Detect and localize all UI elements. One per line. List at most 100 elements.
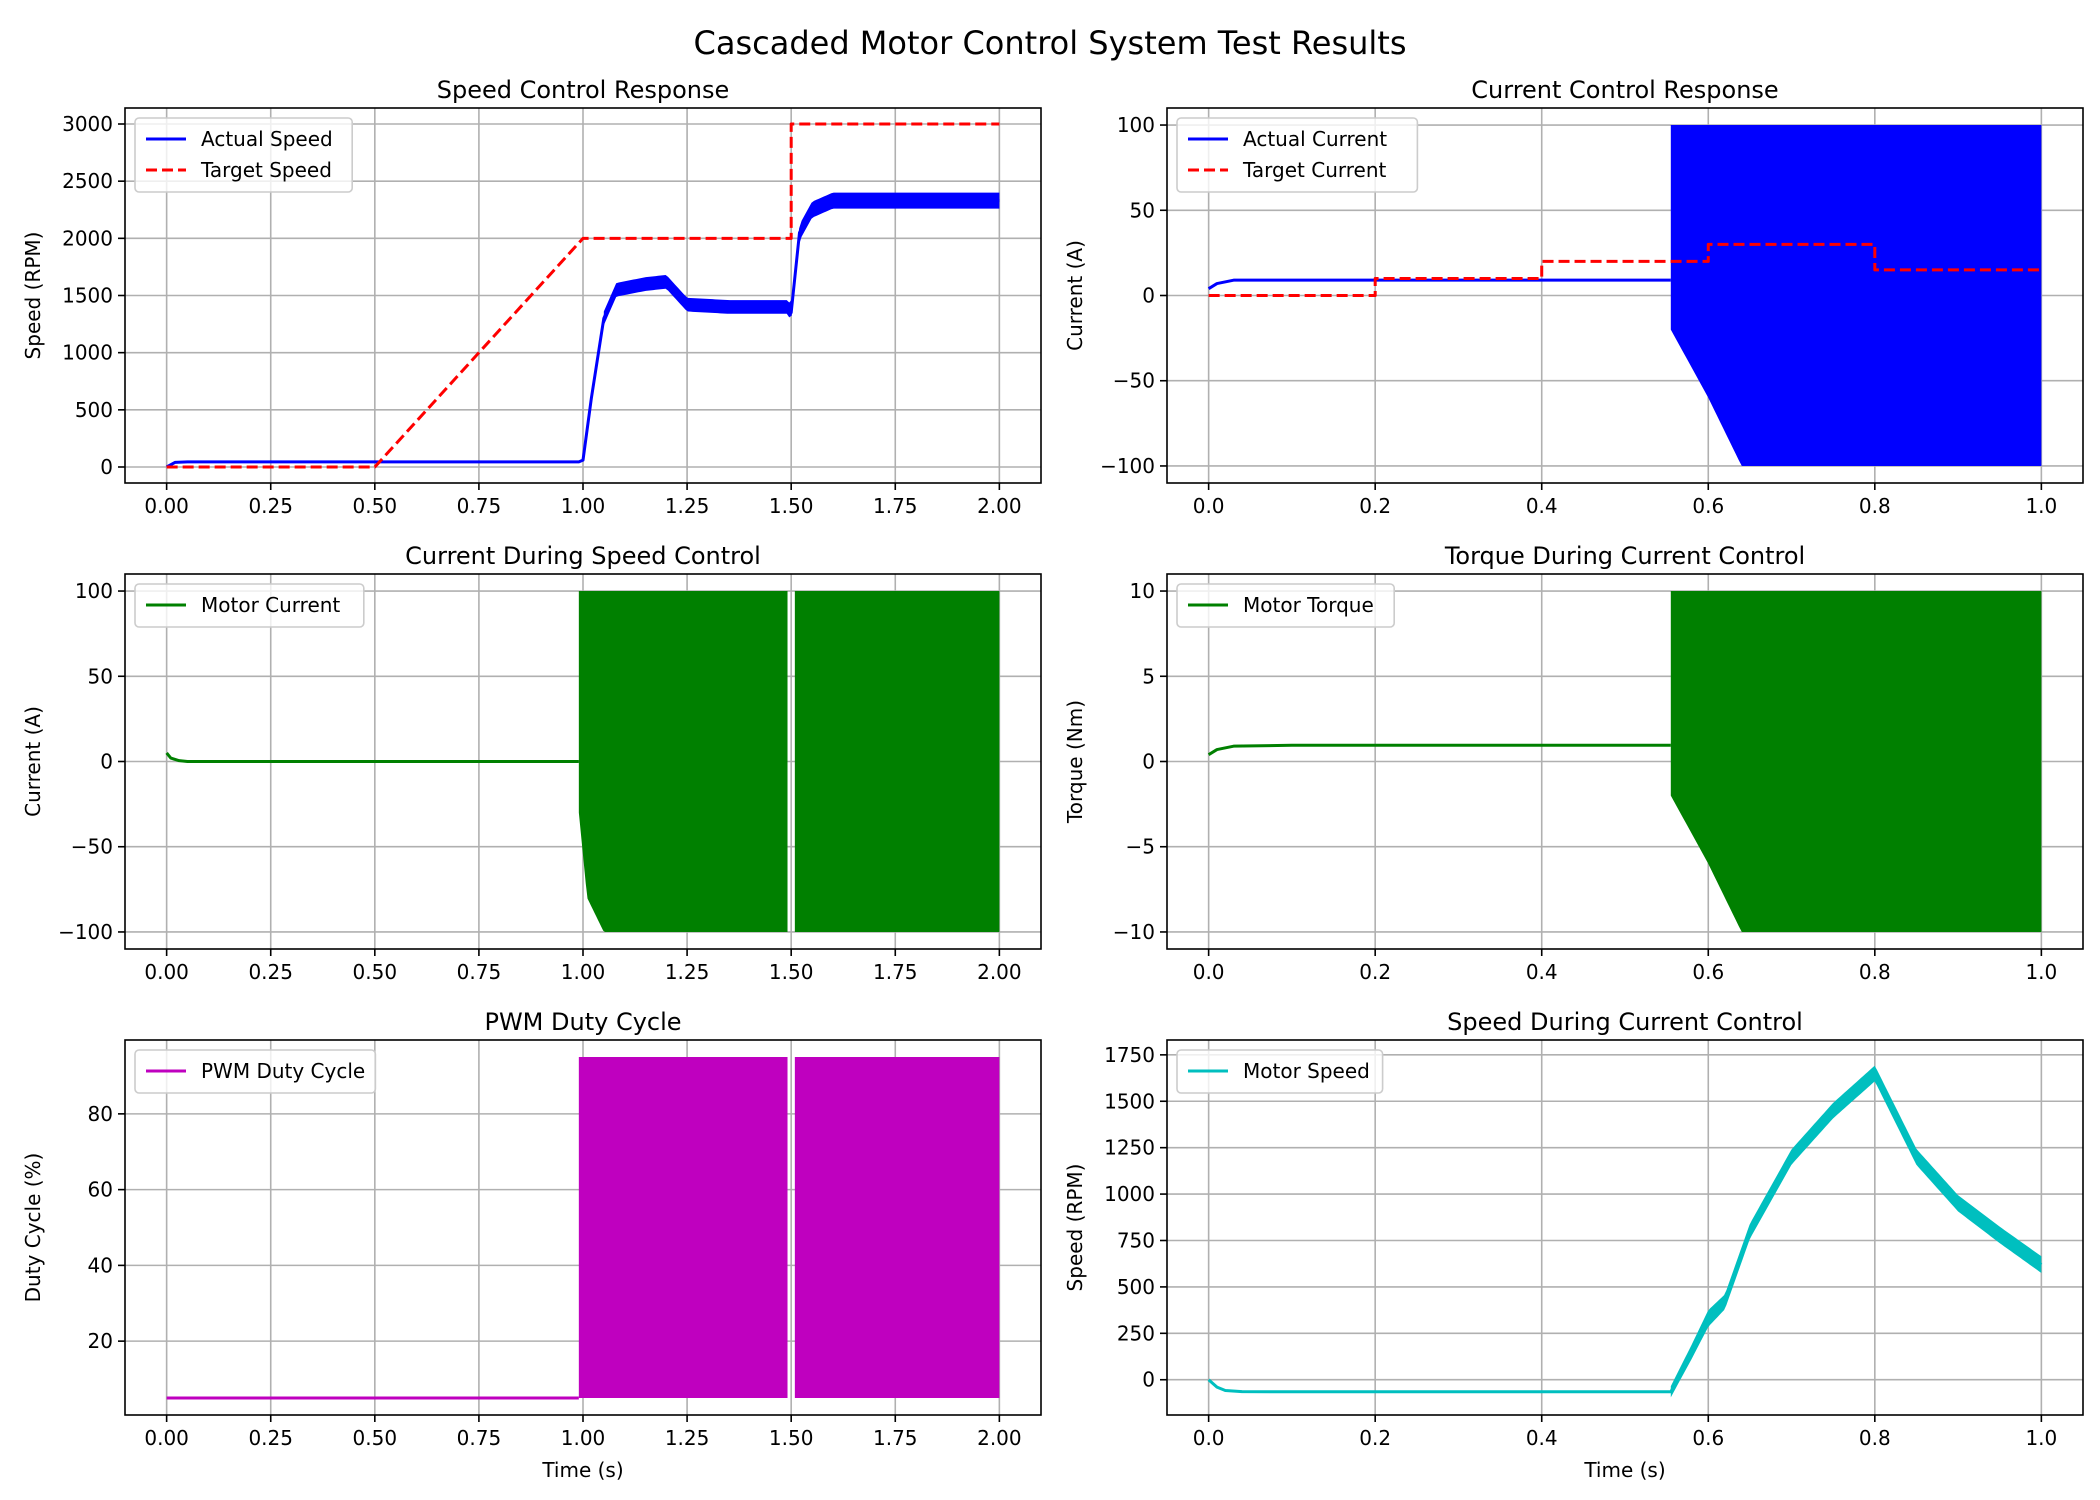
x-tick-label: 1.0 — [2025, 960, 2057, 984]
y-tick-label: 100 — [1117, 113, 1155, 137]
x-axis-label: Time (s) — [1583, 1458, 1665, 1482]
series-line — [1207, 278, 1671, 290]
panel-title: Torque During Current Control — [1444, 542, 1805, 570]
x-tick-label: 0.75 — [457, 494, 502, 518]
x-tick-label: 0.25 — [248, 1426, 293, 1450]
y-axis-label: Duty Cycle (%) — [21, 1153, 45, 1303]
y-tick-label: 1000 — [62, 341, 113, 365]
series-target-speed — [166, 122, 1000, 469]
y-tick-label: 0 — [1142, 750, 1155, 774]
y-tick-label: 500 — [75, 398, 113, 422]
x-tick-label: 0.00 — [144, 494, 189, 518]
x-tick-label: 0.8 — [1859, 1426, 1891, 1450]
y-axis-label: Speed (RPM) — [21, 232, 45, 360]
y-tick-label: 3000 — [62, 112, 113, 136]
x-tick-label: 1.50 — [769, 1426, 814, 1450]
x-tick-label: 0.8 — [1859, 960, 1891, 984]
y-tick-label: −50 — [71, 835, 113, 859]
x-tick-label: 1.25 — [665, 960, 710, 984]
legend-box — [134, 117, 353, 193]
y-axis-label: Current (A) — [21, 706, 45, 817]
y-tick-label: 1500 — [1104, 1089, 1155, 1113]
panel-current_control: 0.0 0.2 0.4 0.6 0.8 1.0 −100 −50 0 50 100 Current C… — [1063, 76, 2084, 518]
series-oscillation-fill — [578, 591, 788, 932]
x-tick-label: 1.50 — [769, 494, 814, 518]
x-tick-label: 0.75 — [457, 1426, 502, 1450]
x-tick-label: 0.2 — [1359, 1426, 1391, 1450]
x-tick-label: 2.00 — [977, 494, 1022, 518]
y-tick-label: 20 — [88, 1329, 113, 1353]
x-tick-label: 1.25 — [665, 494, 710, 518]
x-tick-label: 0.6 — [1692, 1426, 1724, 1450]
legend-label: PWM Duty Cycle — [201, 1059, 365, 1083]
series-actual-current — [1207, 125, 2042, 466]
legend-box — [1176, 583, 1395, 628]
x-tick-label: 2.00 — [977, 1426, 1022, 1450]
series-line — [1207, 1071, 2043, 1394]
legend-label: Motor Speed — [1243, 1059, 1370, 1083]
x-tick-label: 0.6 — [1692, 494, 1724, 518]
legend-box — [1176, 117, 1419, 193]
y-tick-label: 2000 — [62, 226, 113, 250]
series-oscillation-fill — [794, 591, 1000, 932]
y-tick-label: 50 — [88, 664, 113, 688]
x-tick-label: 1.00 — [561, 1426, 606, 1450]
series-noise-band — [1670, 1065, 2042, 1398]
series-motor-speed — [1207, 1065, 2043, 1398]
x-tick-label: 1.25 — [665, 1426, 710, 1450]
x-tick-label: 1.50 — [769, 960, 814, 984]
x-tick-label: 1.75 — [873, 1426, 918, 1450]
legend: Motor Current — [134, 583, 365, 628]
x-tick-label: 0.4 — [1526, 1426, 1558, 1450]
x-tick-label: 0.25 — [248, 494, 293, 518]
x-tick-label: 0.2 — [1359, 960, 1391, 984]
y-tick-label: 2500 — [62, 169, 113, 193]
series-actual-speed — [165, 192, 1000, 469]
legend-label: Actual Speed — [201, 127, 333, 151]
x-tick-label: 1.75 — [873, 494, 918, 518]
x-tick-label: 0.50 — [353, 1426, 398, 1450]
panel-torque_current_control: 0.0 0.2 0.4 0.6 0.8 1.0 −10 −5 0 5 10 Torque During… — [1063, 542, 2084, 984]
y-tick-label: −50 — [1113, 369, 1155, 393]
y-tick-label: 60 — [88, 1178, 113, 1202]
panel-title: Speed During Current Control — [1447, 1008, 1803, 1036]
y-tick-label: 750 — [1117, 1228, 1155, 1252]
y-tick-label: 0 — [100, 455, 113, 479]
panel-pwm_duty: 0.00 0.25 0.50 0.75 1.00 1.25 1.50 1.75 2.00 20 40… — [21, 1008, 1042, 1482]
x-tick-label: 2.00 — [977, 960, 1022, 984]
legend: Motor Speed — [1176, 1049, 1384, 1094]
y-tick-label: 250 — [1117, 1321, 1155, 1345]
series-oscillation-fill — [1670, 125, 2042, 466]
series-motor-torque — [1207, 591, 2042, 932]
legend: Actual Speed Target Speed — [134, 117, 353, 193]
y-axis-label: Speed (RPM) — [1063, 1164, 1087, 1292]
x-tick-label: 0.50 — [353, 494, 398, 518]
y-tick-label: −100 — [1100, 454, 1155, 478]
legend-box — [134, 583, 365, 628]
y-tick-label: 10 — [1130, 579, 1155, 603]
panel-speed_control: 0.00 0.25 0.50 0.75 1.00 1.25 1.50 1.75 2.00 0 500… — [21, 76, 1042, 518]
legend-box — [1176, 1049, 1384, 1094]
y-tick-label: 100 — [75, 579, 113, 603]
legend-label: Target Speed — [200, 158, 332, 182]
x-tick-label: 1.00 — [561, 960, 606, 984]
x-tick-label: 0.4 — [1526, 494, 1558, 518]
y-tick-label: 500 — [1117, 1275, 1155, 1299]
y-tick-label: −5 — [1126, 835, 1155, 859]
x-tick-label: 0.6 — [1692, 960, 1724, 984]
y-tick-label: 40 — [88, 1253, 113, 1277]
x-tick-label: 0.2 — [1359, 494, 1391, 518]
y-axis-label: Current (A) — [1063, 240, 1087, 351]
legend-label: Motor Torque — [1243, 593, 1374, 617]
series-oscillation-fill — [794, 1057, 1000, 1398]
axes-frame — [1166, 1039, 2084, 1416]
y-tick-label: 1000 — [1104, 1182, 1155, 1206]
y-tick-label: 50 — [1130, 198, 1155, 222]
y-tick-label: 1250 — [1104, 1136, 1155, 1160]
series-noise-band — [603, 192, 1000, 326]
series-oscillation-fill — [578, 1057, 788, 1398]
legend: Motor Torque — [1176, 583, 1395, 628]
x-tick-label: 1.0 — [2025, 1426, 2057, 1450]
y-tick-label: −10 — [1113, 920, 1155, 944]
y-tick-label: 0 — [1142, 284, 1155, 308]
